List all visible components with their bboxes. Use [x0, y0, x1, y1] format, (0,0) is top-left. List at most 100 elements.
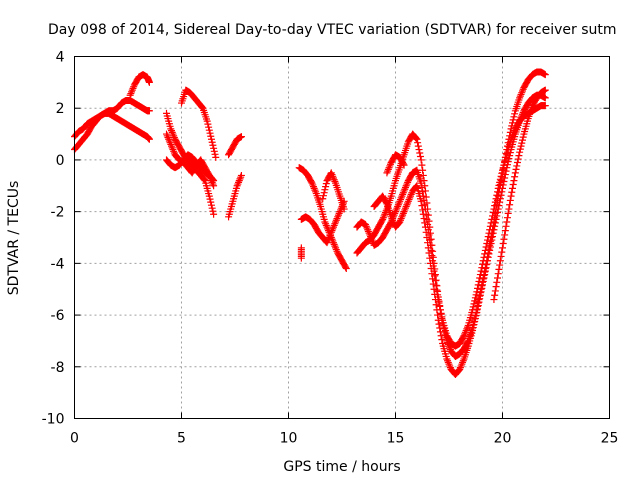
y-tick-label: -6 [51, 308, 65, 324]
data-point [397, 194, 405, 202]
data-point [170, 147, 178, 155]
data-point [429, 262, 437, 270]
data-point [471, 294, 479, 302]
data-point [208, 138, 216, 146]
data-point [471, 318, 479, 326]
data-point [491, 291, 499, 299]
data-point [145, 107, 153, 115]
data-point [459, 333, 467, 341]
data-point [541, 102, 549, 110]
data-point [332, 246, 340, 254]
data-point [508, 132, 516, 140]
data-point [438, 313, 446, 321]
data-point [166, 139, 174, 147]
x-tick-label: 15 [387, 431, 405, 447]
data-point [429, 253, 437, 261]
data-point [170, 134, 178, 142]
data-point [319, 195, 327, 203]
y-tick-label: -2 [51, 205, 65, 221]
plot-frame [74, 56, 610, 419]
data-point [431, 272, 439, 280]
data-points [71, 68, 549, 379]
data-point [388, 216, 396, 224]
data-point [399, 189, 407, 197]
data-point [210, 182, 218, 190]
data-point [319, 192, 327, 200]
data-point [400, 161, 408, 169]
data-point [518, 136, 526, 144]
data-point [323, 239, 331, 247]
data-point [475, 277, 483, 285]
data-point [130, 83, 138, 91]
y-tick-label: 4 [56, 50, 65, 66]
data-point [403, 201, 411, 209]
data-point [164, 134, 172, 142]
data-point [516, 92, 524, 100]
data-point [487, 219, 495, 227]
data-point [486, 226, 494, 234]
data-point [405, 196, 413, 204]
data-point [322, 180, 330, 188]
data-point [207, 135, 215, 143]
data-point [514, 155, 522, 163]
data-point [416, 149, 424, 157]
data-point [508, 184, 516, 192]
data-point [494, 188, 502, 196]
data-point [399, 190, 407, 198]
data-point [501, 231, 509, 239]
data-point [516, 145, 524, 153]
data-point [502, 222, 510, 230]
data-point [165, 137, 173, 145]
axis-ticks: 0 5 10 15 20 25 -10 -8 -6 -4 -2 0 2 4 [42, 50, 619, 447]
data-point [474, 284, 482, 292]
data-point [209, 207, 217, 215]
data-point [327, 228, 335, 236]
data-point [494, 270, 502, 278]
grid-lines [74, 56, 610, 419]
data-point [169, 130, 177, 138]
data-point [460, 332, 468, 340]
x-tick-label: 10 [280, 431, 298, 447]
y-tick-label: 2 [56, 101, 65, 117]
data-point [484, 236, 492, 244]
data-point [491, 287, 499, 295]
data-point [237, 173, 245, 181]
data-point [511, 173, 519, 181]
data-point [398, 213, 406, 221]
data-point [395, 199, 403, 207]
data-point [509, 130, 517, 138]
data-point [403, 180, 411, 188]
data-point [327, 230, 335, 238]
data-point [432, 281, 440, 289]
y-axis-label: SDTVAR / TECUs [6, 181, 22, 296]
series-arc-11 [297, 197, 348, 247]
data-point [510, 113, 518, 121]
data-point [329, 223, 337, 231]
data-point [501, 174, 509, 182]
data-point [486, 222, 494, 230]
data-point [207, 198, 215, 206]
data-point [401, 204, 409, 212]
data-point [495, 265, 503, 273]
data-point [424, 226, 432, 234]
data-point [401, 206, 409, 214]
data-point [506, 201, 514, 209]
data-point [169, 146, 177, 154]
data-point [334, 211, 342, 219]
data-point [430, 267, 438, 275]
data-point [378, 217, 386, 225]
data-point [167, 125, 175, 133]
data-point [364, 227, 372, 235]
data-point [210, 144, 218, 152]
data-point [396, 196, 404, 204]
series-arc-9 [225, 171, 245, 221]
data-point [210, 147, 218, 155]
data-point [200, 175, 208, 183]
data-point [457, 362, 465, 370]
data-point [491, 198, 499, 206]
data-point [445, 360, 453, 368]
data-point [399, 211, 407, 219]
data-point [320, 189, 328, 197]
data-point [433, 286, 441, 294]
data-point [431, 277, 439, 285]
